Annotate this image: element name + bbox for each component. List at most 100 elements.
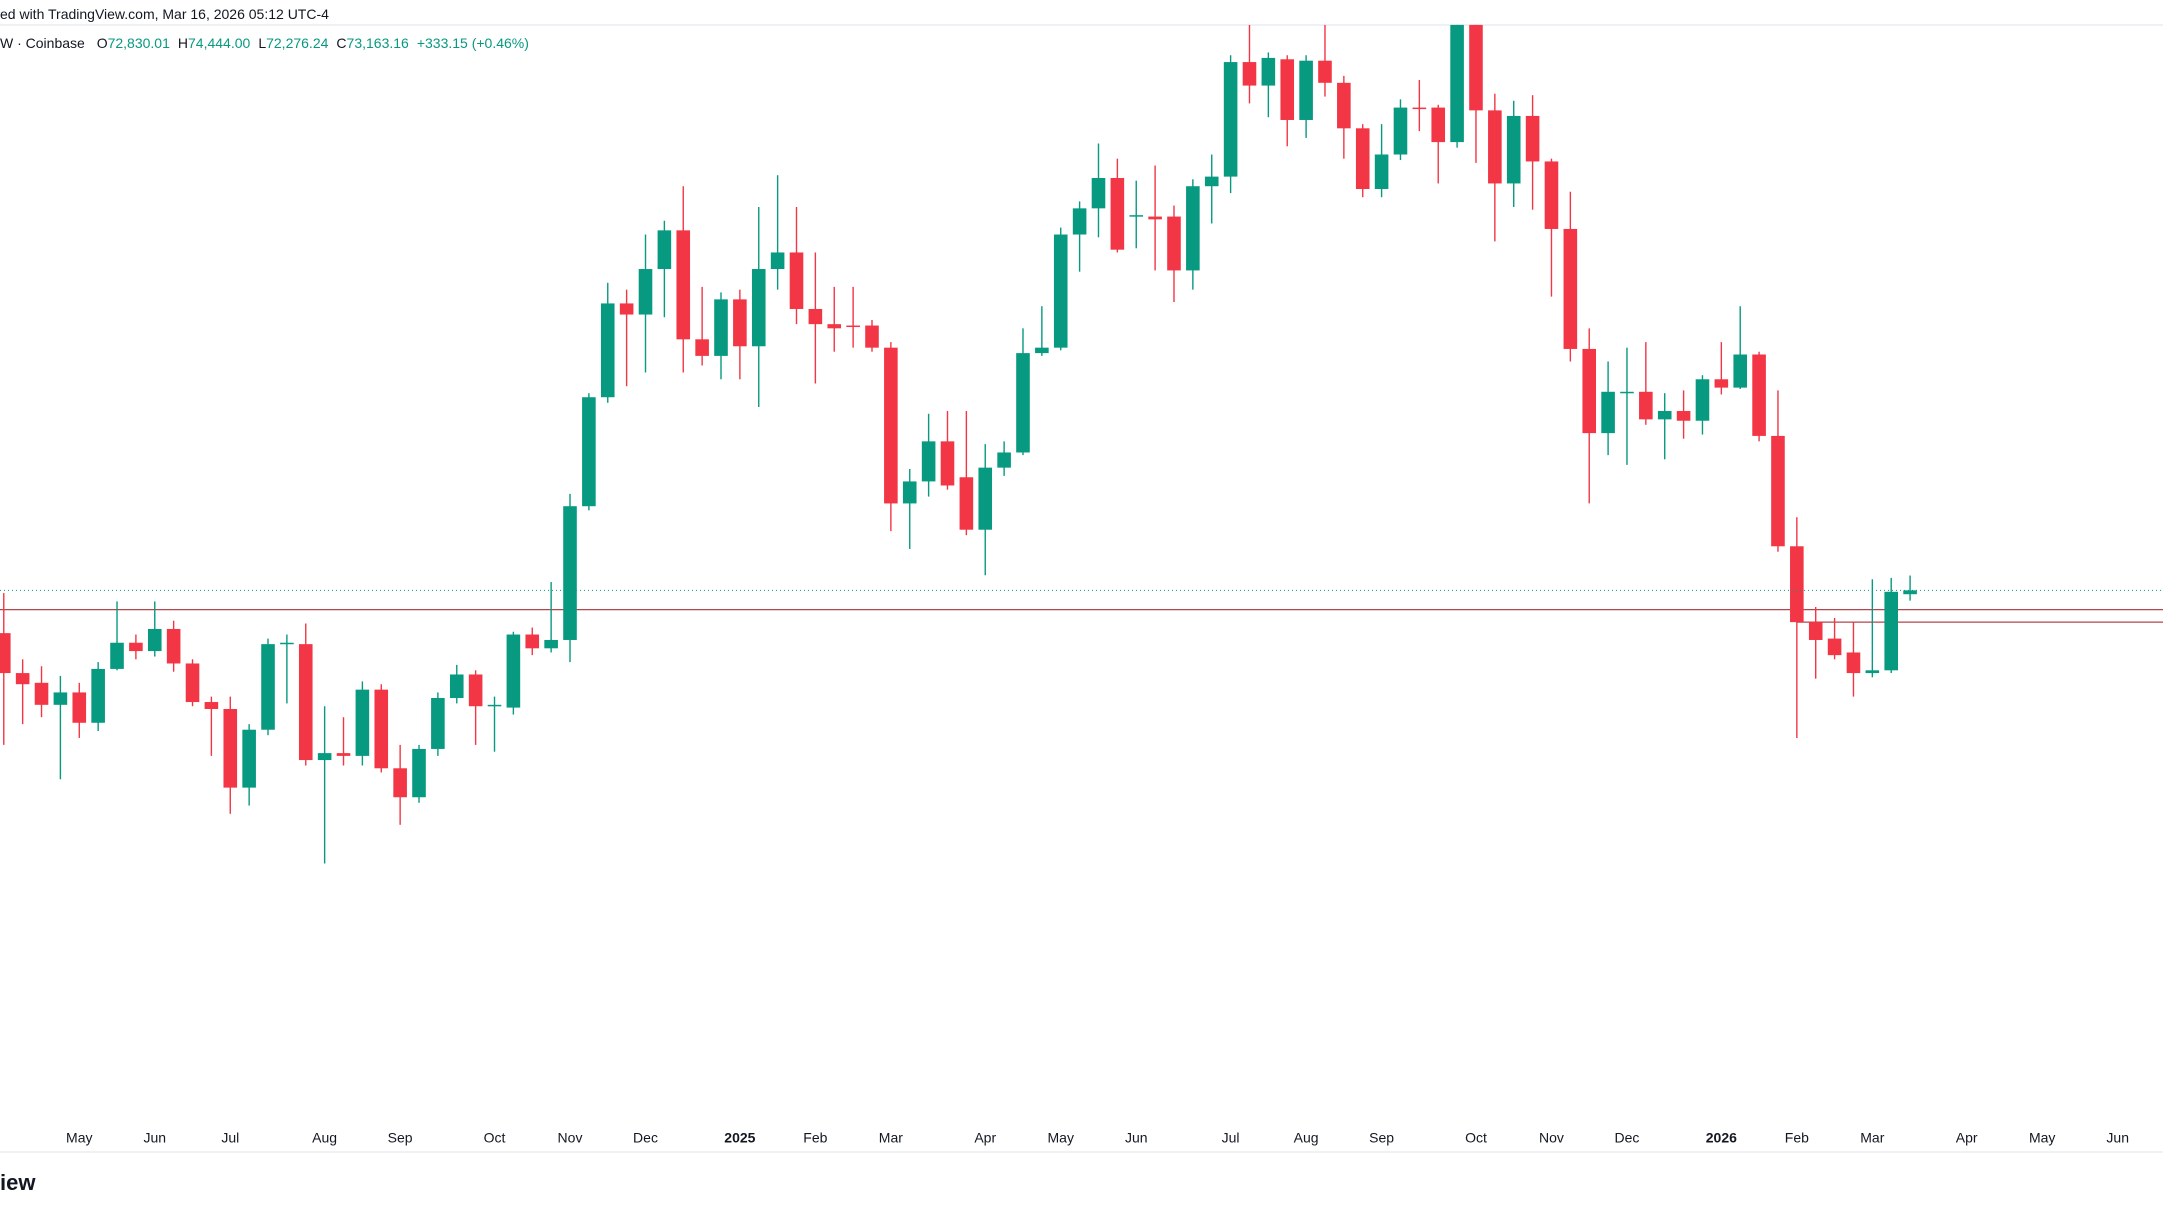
candle-body — [1903, 590, 1917, 595]
candle-body — [1563, 228, 1578, 349]
ohlc-value: 72,830.01 — [107, 35, 170, 51]
candle-body — [1393, 107, 1408, 155]
x-tick-label: Mar — [1860, 1130, 1884, 1146]
candle-body — [846, 325, 860, 328]
ohlc-key: C — [336, 35, 347, 51]
candle-body — [770, 252, 785, 270]
candle-body — [1884, 591, 1899, 671]
x-tick-label: Sep — [1369, 1130, 1394, 1146]
candle-body — [695, 339, 709, 356]
candle-body — [1355, 128, 1370, 190]
candle-body — [506, 634, 521, 708]
candle-body — [751, 269, 766, 347]
x-tick-label: Apr — [974, 1130, 996, 1146]
candle-body — [1469, 24, 1483, 111]
candle-body — [0, 633, 11, 674]
x-tick-label: Oct — [1465, 1130, 1487, 1146]
candle-body — [1091, 178, 1106, 209]
candle-body — [166, 628, 181, 664]
x-tick-label: 2026 — [1706, 1130, 1737, 1146]
x-tick-label: Nov — [558, 1130, 583, 1146]
candle-body — [1318, 60, 1332, 83]
candle-body — [1412, 107, 1427, 110]
candle-body — [393, 768, 407, 798]
candle-body — [1714, 379, 1729, 388]
candle-body — [242, 729, 256, 788]
candle-body — [619, 303, 634, 315]
candle-body — [714, 299, 728, 356]
candle-body — [1846, 652, 1861, 674]
ohlc-key: O — [96, 35, 108, 51]
x-tick-label: 2025 — [724, 1130, 755, 1146]
candle-body — [1280, 59, 1295, 120]
change: +333.15 (+0.46%) — [416, 35, 529, 51]
x-tick-label: Jun — [1125, 1130, 1148, 1146]
candle-body — [1261, 57, 1276, 86]
candle-body — [1053, 234, 1068, 348]
candle-body — [1827, 638, 1842, 656]
candle-body — [1129, 215, 1144, 217]
ohlc-value: 73,163.16 — [346, 35, 409, 51]
candle-body — [1733, 354, 1748, 388]
candle-body — [185, 663, 200, 703]
x-tick-label: Nov — [1539, 1130, 1564, 1146]
candle-body — [563, 506, 577, 640]
candle-body — [544, 639, 558, 649]
candle-body — [1676, 411, 1691, 421]
candle-body — [110, 642, 124, 669]
candle-body — [1072, 208, 1087, 235]
candle-body — [978, 467, 993, 530]
candle-body — [449, 674, 464, 698]
candle-body — [15, 673, 30, 685]
candle-body — [1167, 216, 1181, 271]
candle-body — [1525, 115, 1540, 162]
candle-body — [374, 689, 389, 769]
candle-body — [204, 702, 219, 709]
candle-body — [1506, 115, 1521, 184]
candle-body — [129, 642, 143, 652]
x-tick-label: Feb — [803, 1130, 827, 1146]
candle-body — [733, 299, 747, 347]
candle-body — [72, 692, 87, 723]
x-tick-label: Aug — [1294, 1130, 1319, 1146]
candle-body — [921, 441, 936, 482]
candle-body — [1601, 391, 1615, 434]
candle-body — [1223, 62, 1238, 177]
candle-body — [431, 697, 445, 749]
ohlc-key: L — [258, 35, 267, 51]
candle-body — [1544, 161, 1559, 229]
ohlc-key: H — [177, 35, 189, 51]
x-tick-label: May — [2029, 1130, 2055, 1146]
candle-body — [865, 325, 879, 348]
candle-body — [1639, 391, 1653, 420]
candle-body — [280, 642, 294, 645]
candle-body — [940, 441, 955, 486]
candle-body — [1110, 178, 1125, 250]
candle-body — [676, 230, 691, 340]
candle-body — [487, 704, 502, 707]
candle-body — [336, 753, 351, 756]
candle-body — [582, 397, 596, 507]
x-tick-label: Feb — [1785, 1130, 1809, 1146]
candle-body — [789, 252, 804, 309]
x-tick-label: Dec — [1615, 1130, 1640, 1146]
x-tick-label: Aug — [312, 1130, 337, 1146]
candle-body — [1431, 107, 1446, 143]
candle-body — [1657, 411, 1672, 420]
candle-body — [1299, 60, 1313, 120]
x-tick-label: May — [1048, 1130, 1074, 1146]
candle-body — [1016, 353, 1030, 453]
x-tick-label: Dec — [633, 1130, 658, 1146]
candle-body — [1337, 82, 1351, 129]
candle-body — [1374, 154, 1389, 190]
candle-body — [223, 708, 238, 788]
candle-body — [997, 452, 1011, 468]
candle-body — [657, 230, 672, 270]
x-tick-label: Jun — [143, 1130, 166, 1146]
candle-body — [1582, 348, 1597, 434]
ohlc-value: 72,276.24 — [266, 35, 329, 51]
candle-body — [298, 644, 313, 761]
candle-body — [1808, 622, 1823, 640]
candle-body — [525, 634, 540, 649]
